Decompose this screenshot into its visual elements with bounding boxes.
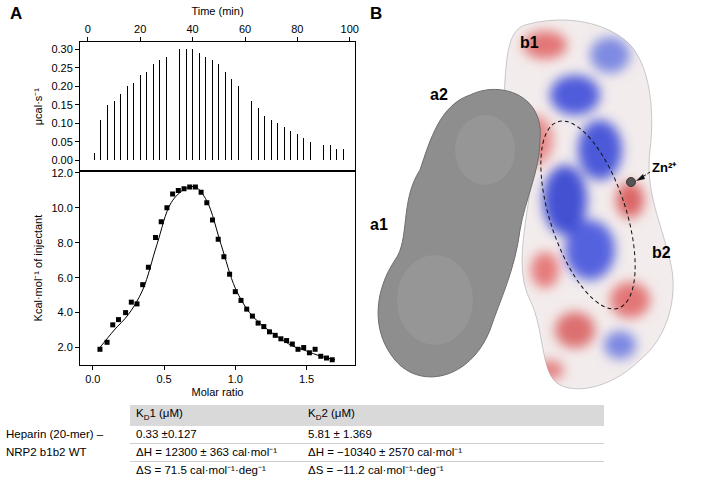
svg-text:40: 40 bbox=[186, 23, 198, 35]
html-text:ΔS = 71.5 cal·mol⁻¹·deg⁻¹: ΔS = 71.5 cal·mol⁻¹·deg⁻¹ bbox=[136, 464, 266, 477]
svg-text:0.05: 0.05 bbox=[51, 136, 72, 148]
svg-text:0.30: 0.30 bbox=[51, 43, 72, 55]
svg-text:b2: b2 bbox=[652, 244, 671, 261]
html-text:B: B bbox=[370, 4, 383, 23]
svg-text:6.0: 6.0 bbox=[58, 272, 73, 284]
svg-text:b1: b1 bbox=[520, 34, 539, 51]
svg-text:20: 20 bbox=[134, 23, 146, 35]
svg-text:8.0: 8.0 bbox=[58, 237, 73, 249]
svg-text:1.0: 1.0 bbox=[228, 373, 243, 385]
svg-text:Molar ratio: Molar ratio bbox=[192, 386, 244, 398]
svg-text:0.20: 0.20 bbox=[51, 80, 72, 92]
html-text:KD2 (μM): KD2 (μM) bbox=[308, 407, 355, 423]
html-text:Heparin (20-mer) –: Heparin (20-mer) – bbox=[6, 428, 104, 441]
svg-text:0: 0 bbox=[85, 23, 91, 35]
svg-text:0.00: 0.00 bbox=[51, 154, 72, 166]
svg-text:0.25: 0.25 bbox=[51, 62, 72, 74]
svg-text:Zn²⁺: Zn²⁺ bbox=[652, 160, 677, 175]
html-text:0.33 ±0.127: 0.33 ±0.127 bbox=[136, 428, 197, 441]
svg-text:μcal·s⁻¹: μcal·s⁻¹ bbox=[32, 88, 44, 126]
html-text:5.81 ± 1.369: 5.81 ± 1.369 bbox=[308, 428, 372, 441]
svg-text:a2: a2 bbox=[430, 86, 448, 103]
html-text:KD1 (μM): KD1 (μM) bbox=[136, 407, 183, 423]
svg-text:a1: a1 bbox=[370, 216, 388, 233]
svg-text:0.0: 0.0 bbox=[85, 373, 100, 385]
svg-text:0.15: 0.15 bbox=[51, 99, 72, 111]
html-text:NRP2 b1b2 WT: NRP2 b1b2 WT bbox=[6, 445, 87, 458]
html-text:ΔS = −11.2 cal·mol⁻¹·deg⁻¹: ΔS = −11.2 cal·mol⁻¹·deg⁻¹ bbox=[308, 464, 444, 477]
svg-text:Time (min): Time (min) bbox=[191, 5, 243, 17]
svg-text:10.0: 10.0 bbox=[51, 202, 72, 214]
svg-text:0.5: 0.5 bbox=[156, 373, 171, 385]
svg-text:4.0: 4.0 bbox=[58, 306, 73, 318]
svg-text:2.0: 2.0 bbox=[58, 341, 73, 353]
svg-text:80: 80 bbox=[291, 23, 303, 35]
svg-text:60: 60 bbox=[239, 23, 251, 35]
html-text:ΔH = 12300 ± 363 cal·mol⁻¹: ΔH = 12300 ± 363 cal·mol⁻¹ bbox=[136, 446, 277, 459]
svg-text:1.5: 1.5 bbox=[299, 373, 314, 385]
svg-text:Kcal·mol⁻¹ of injectant: Kcal·mol⁻¹ of injectant bbox=[32, 215, 44, 322]
svg-text:0.10: 0.10 bbox=[51, 117, 72, 129]
svg-text:100: 100 bbox=[341, 23, 359, 35]
html-text:ΔH = −10340 ± 2570 cal·mol⁻¹: ΔH = −10340 ± 2570 cal·mol⁻¹ bbox=[308, 446, 463, 459]
html-text:A: A bbox=[10, 4, 23, 23]
svg-text:12.0: 12.0 bbox=[51, 167, 72, 179]
